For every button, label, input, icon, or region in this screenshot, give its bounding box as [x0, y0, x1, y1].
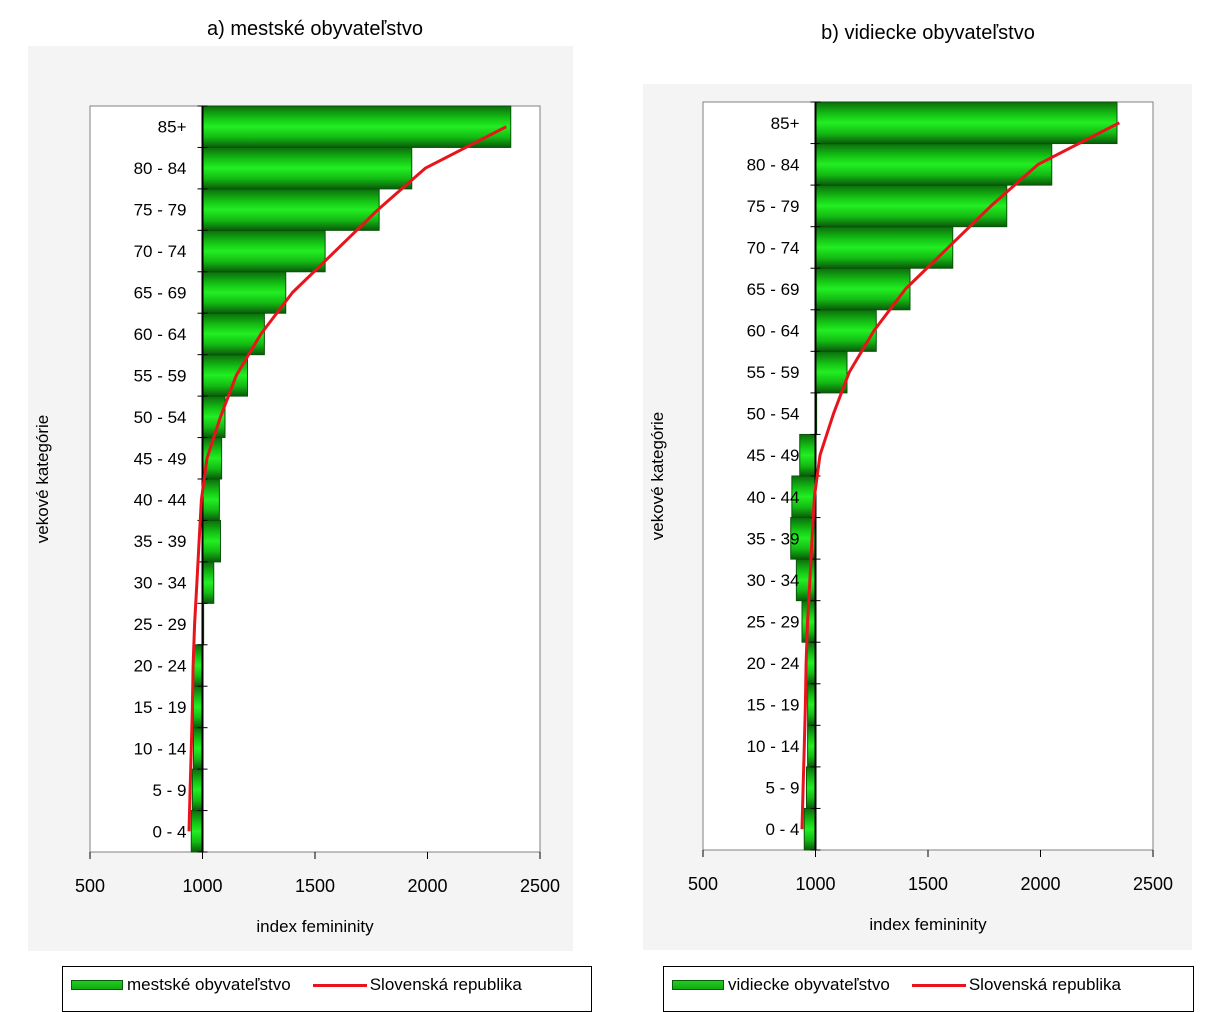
category-label-20-24: 20 - 24 [747, 654, 800, 673]
bar-15-19 [193, 685, 203, 729]
category-label-75-79: 75 - 79 [134, 201, 187, 220]
category-label-70-74: 70 - 74 [134, 242, 187, 261]
category-label-80-84: 80 - 84 [747, 155, 800, 174]
category-label-45-49: 45 - 49 [134, 449, 187, 468]
category-label-50-54: 50 - 54 [747, 405, 800, 424]
bar-80-84 [202, 146, 413, 190]
bar-35-39 [202, 519, 221, 563]
category-label-25-29: 25 - 29 [747, 612, 800, 631]
bar-55-59 [815, 350, 848, 394]
bar-15-19 [807, 683, 816, 726]
category-label-45-49: 45 - 49 [747, 446, 800, 465]
x-tick-label-1000: 1000 [795, 874, 835, 894]
category-label-50-54: 50 - 54 [134, 408, 187, 427]
category-label-30-34: 30 - 34 [747, 571, 800, 590]
category-label-85+: 85+ [158, 118, 187, 137]
category-label-35-39: 35 - 39 [747, 529, 800, 548]
category-label-35-39: 35 - 39 [134, 532, 187, 551]
category-label-65-69: 65 - 69 [134, 284, 187, 303]
chart-b-title: b) vidiecke obyvateľstvo [821, 22, 1035, 44]
bar-30-34 [202, 561, 215, 604]
category-label-70-74: 70 - 74 [747, 238, 800, 257]
legend-a-bar-swatch [71, 980, 123, 990]
legend-a-bar-label: mestské obyvateľstvo [127, 975, 291, 994]
legend-a-line-label: Slovenská republika [369, 975, 522, 994]
bar-70-74 [202, 229, 326, 273]
series-line-slovenska-republika [187, 125, 507, 832]
category-label-40-44: 40 - 44 [134, 491, 187, 510]
category-label-40-44: 40 - 44 [747, 488, 800, 507]
x-tick-label-2500: 2500 [520, 876, 560, 896]
legend-b-line-label: Slovenská republika [968, 975, 1121, 994]
legend-a: mestské obyvateľstvo Slovenská republika [62, 966, 592, 1012]
bar-60-64 [815, 309, 877, 352]
category-label-0-4: 0 - 4 [765, 820, 799, 839]
series-line-slovenska-republika [800, 121, 1120, 830]
bar-45-49 [799, 433, 816, 477]
category-label-75-79: 75 - 79 [747, 197, 800, 216]
bar-10-14 [807, 724, 816, 768]
category-label-5-9: 5 - 9 [765, 779, 799, 798]
x-tick-label-2500: 2500 [1133, 874, 1173, 894]
category-label-5-9: 5 - 9 [152, 781, 186, 800]
legend-a-bar-item: mestské obyvateľstvo [71, 975, 291, 995]
chart-a: 0 - 4 5 - 9 10 - 14 15 - 19 20 - 24 25 - 29 30… [33, 105, 560, 936]
chart-b: 0 - 4 5 - 9 10 - 14 15 - 19 20 - 24 25 - 29 30… [648, 101, 1173, 934]
category-label-15-19: 15 - 19 [134, 698, 187, 717]
category-label-0-4: 0 - 4 [152, 822, 186, 841]
legend-a-line-swatch [312, 983, 367, 987]
legend-b-line-swatch [911, 983, 966, 987]
category-label-25-29: 25 - 29 [134, 615, 187, 634]
category-label-20-24: 20 - 24 [134, 657, 187, 676]
category-label-55-59: 55 - 59 [134, 366, 187, 385]
legend-b-bar-swatch [672, 980, 724, 990]
x-tick-label-500: 500 [688, 874, 718, 894]
y-axis-title: vekové kategórie [648, 412, 667, 541]
x-tick-label-2000: 2000 [407, 876, 447, 896]
bar-5-9 [806, 766, 816, 809]
bar-20-24 [193, 644, 203, 687]
y-axis-title: vekové kategórie [33, 415, 52, 544]
category-label-10-14: 10 - 14 [134, 739, 187, 758]
x-tick-label-1500: 1500 [295, 876, 335, 896]
legend-b-line-item: Slovenská republika [898, 975, 1121, 995]
category-label-30-34: 30 - 34 [134, 574, 187, 593]
bar-85+ [202, 105, 512, 148]
legend-b-bar-label: vidiecke obyvateľstvo [728, 975, 890, 994]
legend-a-line-item: Slovenská republika [299, 975, 522, 995]
category-label-15-19: 15 - 19 [747, 696, 800, 715]
x-tick-label-1000: 1000 [182, 876, 222, 896]
category-label-60-64: 60 - 64 [134, 325, 187, 344]
bar-60-64 [202, 312, 265, 356]
x-tick-label-1500: 1500 [908, 874, 948, 894]
category-label-55-59: 55 - 59 [747, 363, 800, 382]
bar-70-74 [815, 226, 954, 269]
x-tick-label-2000: 2000 [1020, 874, 1060, 894]
bar-85+ [815, 101, 1118, 145]
x-axis-title: index femininity [869, 915, 987, 934]
category-label-10-14: 10 - 14 [747, 737, 800, 756]
plot-area [89, 105, 541, 853]
bar-0-4 [190, 810, 203, 853]
bar-75-79 [202, 188, 380, 231]
bar-65-69 [202, 271, 287, 314]
legend-b-bar-item: vidiecke obyvateľstvo [672, 975, 890, 995]
category-label-60-64: 60 - 64 [747, 322, 800, 341]
legend-b: vidiecke obyvateľstvo Slovenská republik… [663, 966, 1194, 1012]
bar-40-44 [202, 478, 220, 521]
bar-80-84 [815, 143, 1053, 186]
bar-0-4 [803, 807, 816, 851]
category-label-65-69: 65 - 69 [747, 280, 800, 299]
bar-10-14 [193, 727, 203, 770]
x-axis-title: index femininity [256, 917, 374, 936]
x-tick-label-500: 500 [75, 876, 105, 896]
category-label-85+: 85+ [771, 114, 800, 133]
category-label-80-84: 80 - 84 [134, 159, 187, 178]
chart-a-title: a) mestské obyvateľstvo [207, 18, 423, 40]
bar-55-59 [202, 354, 248, 397]
bar-5-9 [191, 768, 203, 812]
